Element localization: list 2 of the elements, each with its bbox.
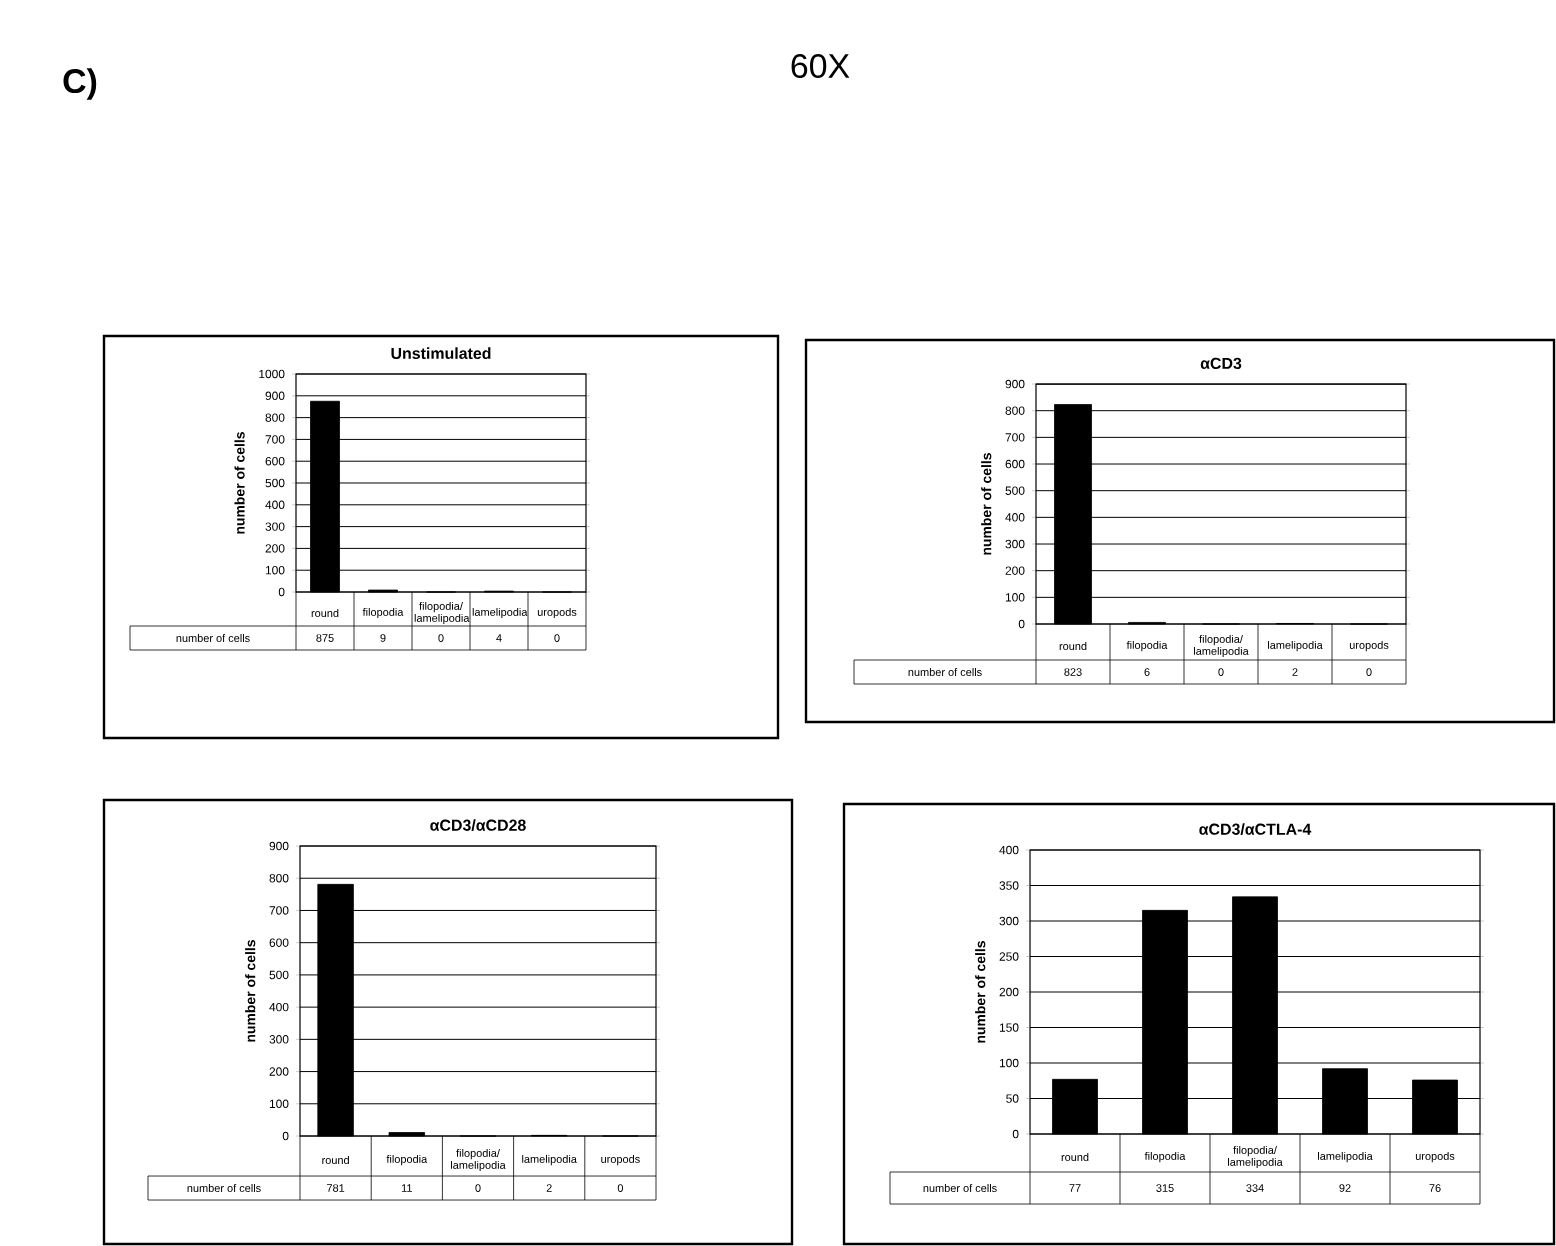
text: 60X — [791, 54, 850, 79]
text: C) — [63, 68, 97, 100]
